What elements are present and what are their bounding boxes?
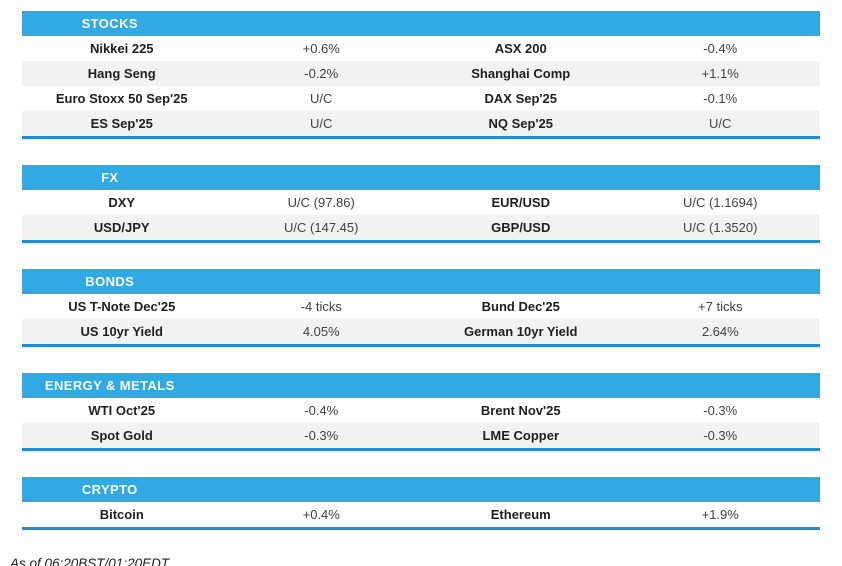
instrument-value: U/C: [709, 116, 732, 131]
instrument-label: DAX Sep'25: [484, 91, 557, 106]
section-title: FX: [101, 170, 119, 185]
instrument-label: LME Copper: [482, 428, 560, 443]
instrument-value: +7 ticks: [698, 299, 743, 314]
instrument-value: +1.9%: [701, 507, 739, 522]
as-of-timestamp: As of 06:20BST/01:20EDT: [10, 556, 170, 566]
instrument-value: -0.3%: [703, 428, 738, 443]
table-row: Euro Stoxx 50 Sep'25 U/C DAX Sep'25 -0.1…: [22, 86, 820, 111]
instrument-label: Spot Gold: [90, 428, 153, 443]
instrument-value: U/C (1.1694): [683, 195, 758, 210]
instrument-label: Bund Dec'25: [481, 299, 560, 314]
section-title: STOCKS: [81, 16, 138, 31]
instrument-label: EUR/USD: [491, 195, 550, 210]
instrument-value: -0.4%: [304, 403, 339, 418]
instrument-label: DXY: [108, 195, 136, 210]
section-title: BONDS: [85, 274, 135, 289]
section-header-stocks: STOCKS: [22, 11, 820, 36]
section-title: CRYPTO: [81, 482, 138, 497]
instrument-value: -0.1%: [703, 91, 738, 106]
section-crypto: CRYPTO Bitcoin +0.4% Ethereum +1.9%: [22, 477, 820, 530]
instrument-label: USD/JPY: [93, 220, 150, 235]
instrument-value: 4.05%: [302, 324, 340, 339]
instrument-label: Brent Nov'25: [480, 403, 561, 418]
instrument-label: GBP/USD: [491, 220, 551, 235]
table-row: WTI Oct'25 -0.4% Brent Nov'25 -0.3%: [22, 398, 820, 423]
instrument-label: Ethereum: [490, 507, 551, 522]
instrument-value: +0.6%: [302, 41, 340, 56]
table-row: Bitcoin +0.4% Ethereum +1.9%: [22, 502, 820, 527]
instrument-label: Euro Stoxx 50 Sep'25: [55, 91, 188, 106]
instrument-value: -0.4%: [703, 41, 738, 56]
table-row: US 10yr Yield 4.05% German 10yr Yield 2.…: [22, 319, 820, 344]
instrument-label: Nikkei 225: [89, 41, 154, 56]
instrument-label: ES Sep'25: [90, 116, 153, 131]
instrument-value: -0.3%: [703, 403, 738, 418]
instrument-value: U/C: [310, 91, 333, 106]
section-bonds: BONDS US T-Note Dec'25 -4 ticks Bund Dec…: [22, 269, 820, 347]
instrument-value: 2.64%: [701, 324, 739, 339]
instrument-value: U/C: [310, 116, 333, 131]
section-stocks: STOCKS Nikkei 225 +0.6% ASX 200 -0.4% Ha…: [22, 11, 820, 139]
section-header-fx: FX: [22, 165, 820, 190]
instrument-value: U/C (1.3520): [683, 220, 758, 235]
instrument-label: NQ Sep'25: [488, 116, 553, 131]
section-header-crypto: CRYPTO: [22, 477, 820, 502]
instrument-label: ASX 200: [494, 41, 547, 56]
instrument-label: Bitcoin: [99, 507, 144, 522]
instrument-value: +0.4%: [302, 507, 340, 522]
table-row: ES Sep'25 U/C NQ Sep'25 U/C: [22, 111, 820, 136]
instrument-label: WTI Oct'25: [88, 403, 156, 418]
instrument-value: -0.3%: [304, 428, 339, 443]
section-header-energy-metals: ENERGY & METALS: [22, 373, 820, 398]
instrument-label: US 10yr Yield: [80, 324, 163, 339]
instrument-label: German 10yr Yield: [464, 324, 578, 339]
instrument-value: U/C (147.45): [284, 220, 359, 235]
table-row: Nikkei 225 +0.6% ASX 200 -0.4%: [22, 36, 820, 61]
table-row: US T-Note Dec'25 -4 ticks Bund Dec'25 +7…: [22, 294, 820, 319]
instrument-label: Hang Seng: [87, 66, 156, 81]
instrument-label: Shanghai Comp: [471, 66, 571, 81]
section-energy-metals: ENERGY & METALS WTI Oct'25 -0.4% Brent N…: [22, 373, 820, 451]
instrument-value: -4 ticks: [300, 299, 342, 314]
section-title: ENERGY & METALS: [44, 378, 175, 393]
instrument-value: U/C (97.86): [287, 195, 355, 210]
market-wrap-table: STOCKS Nikkei 225 +0.6% ASX 200 -0.4% Ha…: [22, 11, 820, 530]
table-row: USD/JPY U/C (147.45) GBP/USD U/C (1.3520…: [22, 215, 820, 240]
section-fx: FX DXY U/C (97.86) EUR/USD U/C (1.1694) …: [22, 165, 820, 243]
table-row: Hang Seng -0.2% Shanghai Comp +1.1%: [22, 61, 820, 86]
table-row: Spot Gold -0.3% LME Copper -0.3%: [22, 423, 820, 448]
instrument-label: US T-Note Dec'25: [68, 299, 176, 314]
instrument-value: +1.1%: [701, 66, 739, 81]
instrument-value: -0.2%: [304, 66, 339, 81]
section-header-bonds: BONDS: [22, 269, 820, 294]
table-row: DXY U/C (97.86) EUR/USD U/C (1.1694): [22, 190, 820, 215]
